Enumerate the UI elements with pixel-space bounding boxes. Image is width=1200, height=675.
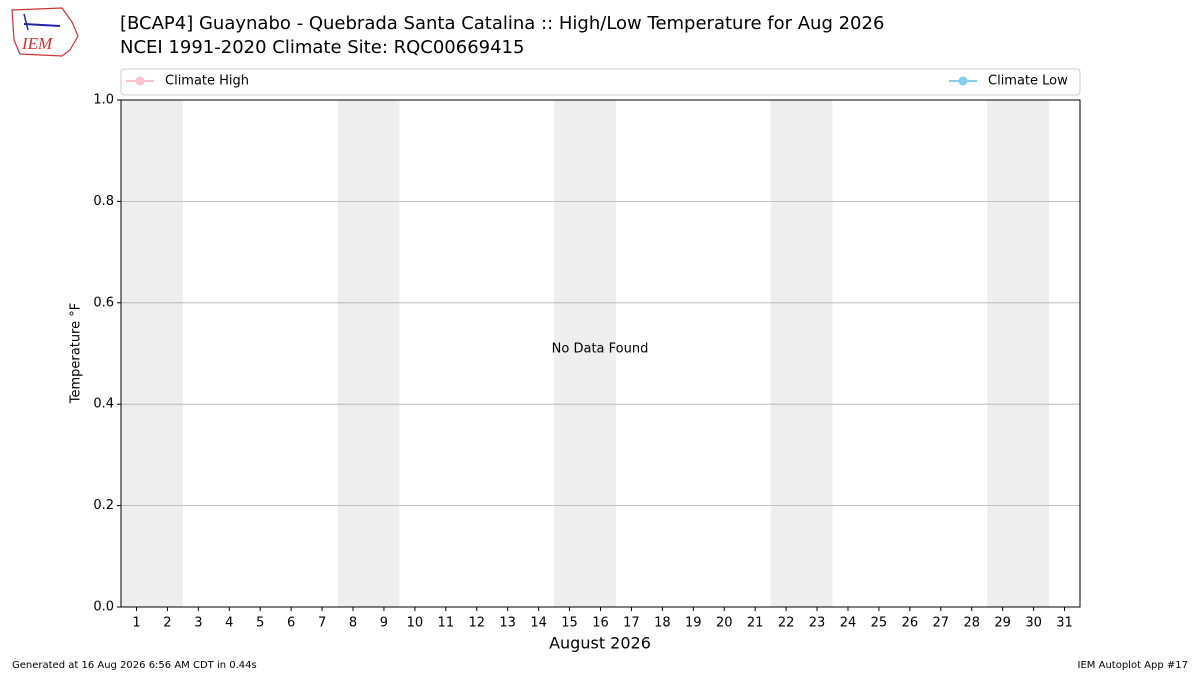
plot-frame [120,99,1081,608]
x-tick-label: 23 [809,616,826,631]
x-tick-label: 11 [438,616,455,631]
weekend-band [121,100,183,607]
x-tick-label: 6 [287,616,295,631]
x-tick-label: 4 [225,616,233,631]
x-tick-label: 30 [1025,616,1042,631]
x-tick-label: 1 [132,616,140,631]
x-tick-label: 8 [349,616,357,631]
x-tick-label: 20 [716,616,733,631]
x-tick-label: 24 [840,616,857,631]
chart-subtitle: NCEI 1991-2020 Climate Site: RQC00669415 [120,37,524,58]
legend-marker [135,76,145,86]
x-tick-label: 31 [1056,616,1073,631]
x-tick-label: 29 [994,616,1011,631]
x-tick-label: 13 [499,616,516,631]
logo-text: IEM [21,34,53,53]
x-tick-label: 26 [902,616,919,631]
x-tick-label: 18 [654,616,671,631]
x-tick-label: 22 [778,616,795,631]
legend-label: Climate Low [988,74,1068,89]
x-tick-label: 21 [747,616,764,631]
legend [120,68,1081,96]
y-tick-label: 1.0 [93,93,114,108]
y-tick-label: 0.2 [93,498,114,513]
legend-marker [958,76,968,86]
legend-label: Climate High [165,74,249,89]
x-tick-label: 12 [468,616,485,631]
annotation: No Data Found [552,342,649,357]
x-tick-label: 14 [530,616,547,631]
footer-right: IEM Autoplot App #17 [1078,660,1188,671]
x-tick-label: 2 [163,616,171,631]
x-tick-label: 5 [256,616,264,631]
x-tick-label: 7 [318,616,326,631]
x-tick-label: 27 [933,616,950,631]
x-tick-label: 15 [561,616,578,631]
weekend-band [554,100,616,607]
x-tick-label: 9 [380,616,388,631]
chart-title: [BCAP4] Guaynabo - Quebrada Santa Catali… [120,13,884,34]
x-axis-label: August 2026 [549,634,651,653]
y-axis-label: Temperature °F [69,303,84,404]
footer-left: Generated at 16 Aug 2026 6:56 AM CDT in … [12,660,257,671]
x-tick-label: 19 [685,616,702,631]
y-tick-label: 0.8 [93,194,114,209]
x-tick-label: 25 [871,616,888,631]
y-tick-label: 0.0 [93,600,114,615]
y-tick-label: 0.4 [93,397,114,412]
weekend-band [987,100,1050,607]
weekend-band [770,100,833,607]
weekend-band [337,100,400,607]
x-tick-label: 17 [623,616,640,631]
y-tick-label: 0.6 [93,295,114,310]
x-tick-label: 3 [194,616,202,631]
x-tick-label: 28 [963,616,980,631]
x-tick-label: 10 [407,616,424,631]
x-tick-label: 16 [592,616,609,631]
logo: IEM [11,7,79,57]
